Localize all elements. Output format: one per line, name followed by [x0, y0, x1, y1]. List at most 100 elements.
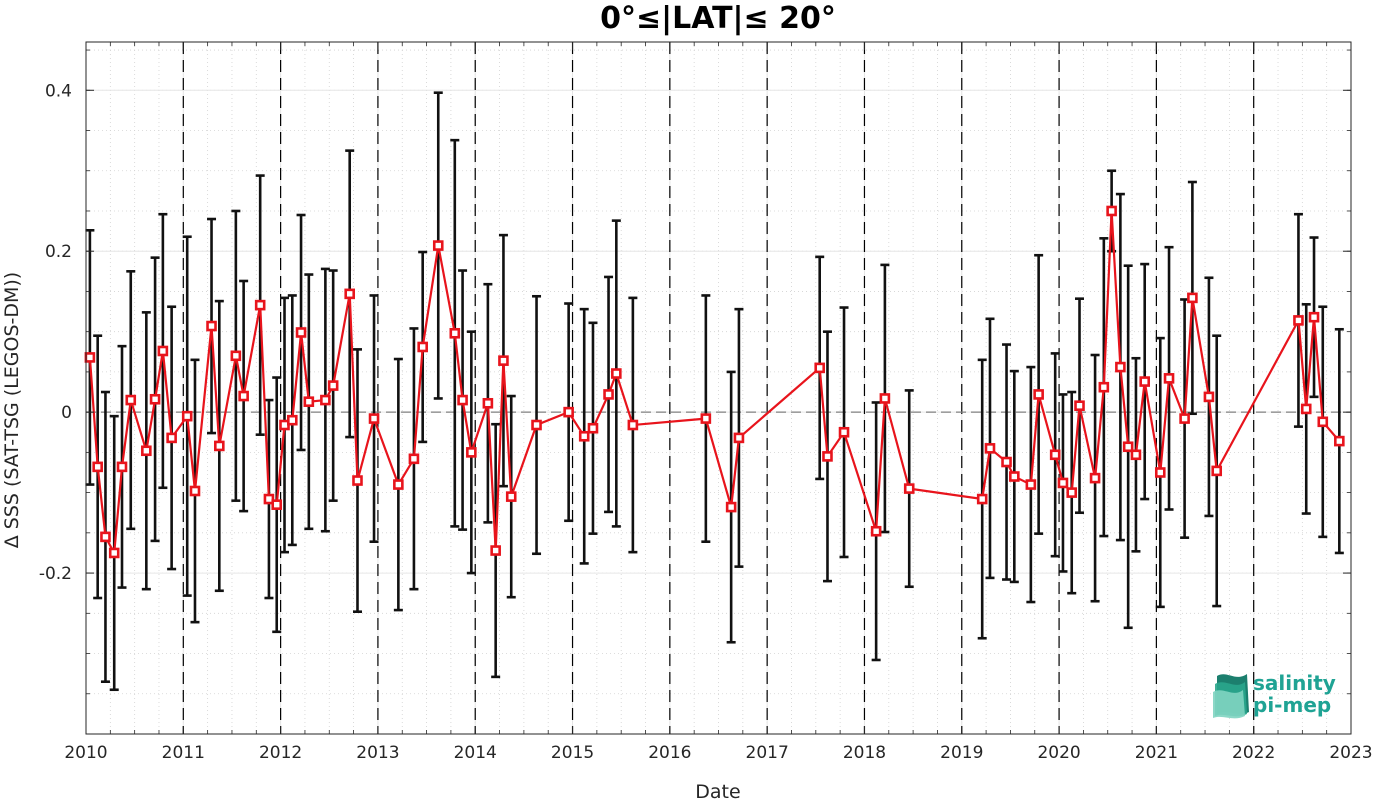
data-point [984, 443, 996, 454]
y-axis-label: Δ SSS (SAT-TSG (LEGOS-DM)) [1, 272, 23, 548]
data-point [700, 413, 712, 424]
data-point [879, 393, 891, 404]
data-point [1089, 472, 1101, 484]
data-point [368, 413, 380, 424]
data-point [563, 406, 574, 418]
data-point [149, 393, 161, 405]
data-point [1163, 373, 1175, 384]
data-point [482, 397, 494, 409]
data-point [449, 327, 461, 339]
x-tick-labels: 2010 2011 2012 2013 2014 2015 2016 2017 2018 2019… [64, 743, 1372, 763]
data-point [822, 451, 833, 462]
chart-title: 0°≤|LAT|≤ 20° [600, 1, 836, 36]
data-point [1098, 381, 1110, 393]
x-tick-label: 2011 [162, 743, 205, 763]
data-point [327, 380, 339, 391]
data-point [1025, 479, 1037, 490]
data-point [1154, 467, 1166, 478]
data-point [1179, 413, 1190, 424]
x-tick-label: 2015 [551, 743, 594, 763]
data-point [1300, 403, 1312, 415]
data-point [1074, 400, 1085, 412]
y-tick-label: 0.2 [45, 242, 72, 262]
data-point [108, 547, 120, 559]
data-point [100, 531, 111, 543]
x-tick-label: 2017 [746, 743, 789, 763]
data-point [1139, 376, 1151, 387]
x-tick-label: 2016 [648, 743, 691, 763]
x-tick-label: 2013 [356, 743, 399, 763]
data-point [230, 350, 242, 362]
y-tick-label: 0 [61, 403, 72, 423]
data-point [457, 394, 468, 406]
data-point [1334, 435, 1345, 447]
x-axis-label: Date [695, 781, 740, 801]
data-point [903, 483, 915, 494]
data-point [393, 479, 404, 490]
data-point [141, 445, 152, 457]
axis-ticks [85, 42, 1352, 735]
data-point [733, 432, 745, 444]
data-point [286, 414, 298, 426]
x-tick-label: 2012 [259, 743, 302, 763]
data-point [725, 501, 737, 513]
data-point [814, 362, 826, 374]
data-point [466, 447, 477, 458]
data-point [408, 453, 420, 465]
data-point [92, 461, 103, 473]
x-tick-label: 2010 [64, 743, 107, 763]
data-point [238, 390, 249, 402]
data-point [498, 355, 509, 366]
data-point [303, 396, 315, 407]
data-point [1049, 449, 1061, 461]
data-point [1211, 465, 1223, 477]
x-tick-label: 2019 [940, 743, 983, 763]
x-tick-label: 2021 [1135, 743, 1178, 763]
data-point [490, 545, 501, 556]
x-tick-label: 2020 [1037, 743, 1080, 763]
y-tick-label: 0.4 [45, 81, 72, 101]
x-tick-label: 2023 [1329, 743, 1372, 763]
data-point [1187, 292, 1198, 304]
data-point [1308, 311, 1320, 323]
data-point [206, 320, 217, 332]
y-tick-labels: -0.2 0 0.2 0.4 [39, 81, 72, 584]
logo-wave-icon [1213, 674, 1249, 719]
x-tick-label: 2018 [843, 743, 886, 763]
data-point [1001, 456, 1012, 468]
data-point [1066, 487, 1078, 498]
data-point [116, 461, 128, 473]
data-point [1122, 441, 1134, 453]
data-point [263, 493, 275, 505]
data-point [1317, 416, 1329, 428]
x-tick-label: 2022 [1232, 743, 1275, 763]
logo-text-line2: pi-mep [1253, 693, 1331, 717]
data-point [1009, 471, 1020, 482]
data-point [214, 440, 225, 452]
data-point [1033, 389, 1044, 400]
data-point [166, 432, 177, 444]
y-tick-label: -0.2 [39, 564, 72, 584]
data-point [505, 491, 517, 502]
year-separators [182, 42, 1255, 734]
x-tick-label: 2014 [454, 743, 497, 763]
data-point [157, 345, 169, 357]
data-point [870, 525, 882, 537]
data-point [587, 422, 599, 434]
data-point [627, 419, 639, 431]
error-bars [85, 91, 1344, 692]
data-point [611, 368, 622, 379]
data-point [352, 475, 363, 486]
data-point [84, 352, 96, 363]
data-point [578, 430, 590, 442]
data-point [1293, 315, 1304, 326]
data-point [320, 394, 331, 406]
data-point [1130, 449, 1142, 461]
data-point [271, 499, 283, 510]
data-point [417, 341, 428, 353]
data-point [295, 327, 307, 338]
data-point [344, 288, 356, 300]
data-point [838, 426, 850, 438]
salinity-pi-mep-logo: salinity pi-mep [1213, 671, 1336, 719]
